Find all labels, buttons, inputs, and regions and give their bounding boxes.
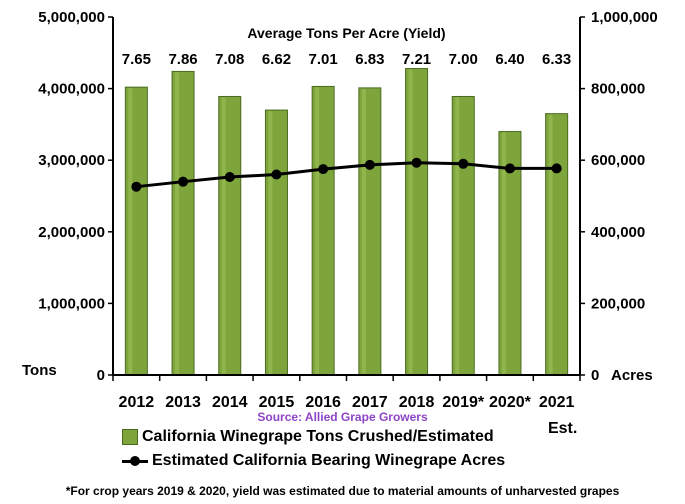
x-tick-sublabel: Est. <box>548 420 577 437</box>
legend: California Winegrape Tons Crushed/Estima… <box>122 425 505 473</box>
x-tick-label: 2021 <box>539 394 575 411</box>
yield-data-label: 7.08 <box>215 51 244 68</box>
y-right-tick-label: 1,000,000 <box>591 9 658 26</box>
x-tick-label: 2018 <box>399 394 435 411</box>
yield-data-label: 7.86 <box>168 51 197 68</box>
point-acres <box>504 163 515 174</box>
y-left-axis-label: Tons <box>22 362 57 379</box>
x-tick-label: 2020* <box>489 394 532 411</box>
point-acres <box>178 176 189 187</box>
yield-data-label: 7.00 <box>449 51 478 68</box>
y-right-tick-label: 200,000 <box>591 295 645 312</box>
yield-data-label: 6.40 <box>495 51 524 68</box>
point-acres <box>411 157 422 168</box>
y-left-tick-label: 4,000,000 <box>38 81 105 98</box>
bar-highlight <box>268 111 273 374</box>
footnote: *For crop years 2019 & 2020, yield was e… <box>65 484 620 498</box>
yield-data-label: 7.01 <box>309 51 338 68</box>
line-acres <box>136 161 557 189</box>
yield-data-label: 7.65 <box>122 51 151 68</box>
legend-item-tons: California Winegrape Tons Crushed/Estima… <box>122 425 505 449</box>
y-right-tick-label: 600,000 <box>591 152 645 169</box>
source-note: Source: Allied Grape Growers <box>257 410 428 424</box>
point-acres <box>364 159 375 170</box>
y-right-tick-label: 0 <box>591 367 599 384</box>
legend-line-swatch <box>122 454 148 468</box>
y-left-tick-label: 5,000,000 <box>38 9 105 26</box>
bar-highlight <box>408 69 413 374</box>
point-acres <box>318 164 329 175</box>
legend-label-acres: Estimated California Bearing Winegrape A… <box>152 452 506 469</box>
bar-highlight <box>221 97 226 374</box>
x-tick-label: 2013 <box>165 394 201 411</box>
point-acres <box>131 181 142 192</box>
yield-data-label: 7.21 <box>402 51 431 68</box>
bar-highlight <box>501 132 506 374</box>
y-right-tick-label: 400,000 <box>591 224 645 241</box>
legend-item-acres: Estimated California Bearing Winegrape A… <box>122 449 505 473</box>
yield-data-label: 6.83 <box>355 51 384 68</box>
x-tick-label: 2015 <box>259 394 295 411</box>
y-right-axis-label: Acres <box>611 367 653 384</box>
point-acres <box>271 169 282 180</box>
y-left-tick-label: 0 <box>97 367 105 384</box>
y-left-tick-label: 2,000,000 <box>38 224 105 241</box>
point-acres <box>551 163 562 174</box>
y-left-tick-label: 1,000,000 <box>38 295 105 312</box>
y-right-tick-label: 800,000 <box>591 81 645 98</box>
x-tick-label: 2012 <box>119 394 155 411</box>
bar-highlight <box>455 97 460 374</box>
point-acres <box>224 172 235 183</box>
bar-highlight <box>315 87 320 375</box>
x-tick-label: 2017 <box>352 394 388 411</box>
chart-title: Average Tons Per Acre (Yield) <box>247 25 445 41</box>
x-tick-label: 2016 <box>305 394 341 411</box>
yield-data-label: 6.62 <box>262 51 291 68</box>
legend-bar-swatch <box>122 429 138 445</box>
bar-highlight <box>361 88 366 374</box>
legend-label-tons: California Winegrape Tons Crushed/Estima… <box>142 428 494 445</box>
x-tick-label: 2014 <box>212 394 248 411</box>
bar-highlight <box>548 114 553 374</box>
bar-highlight <box>175 72 180 374</box>
x-tick-label: 2019* <box>442 394 485 411</box>
bar-highlight <box>128 88 133 374</box>
point-acres <box>458 158 469 169</box>
y-left-tick-label: 3,000,000 <box>38 152 105 169</box>
yield-data-label: 6.33 <box>542 51 571 68</box>
